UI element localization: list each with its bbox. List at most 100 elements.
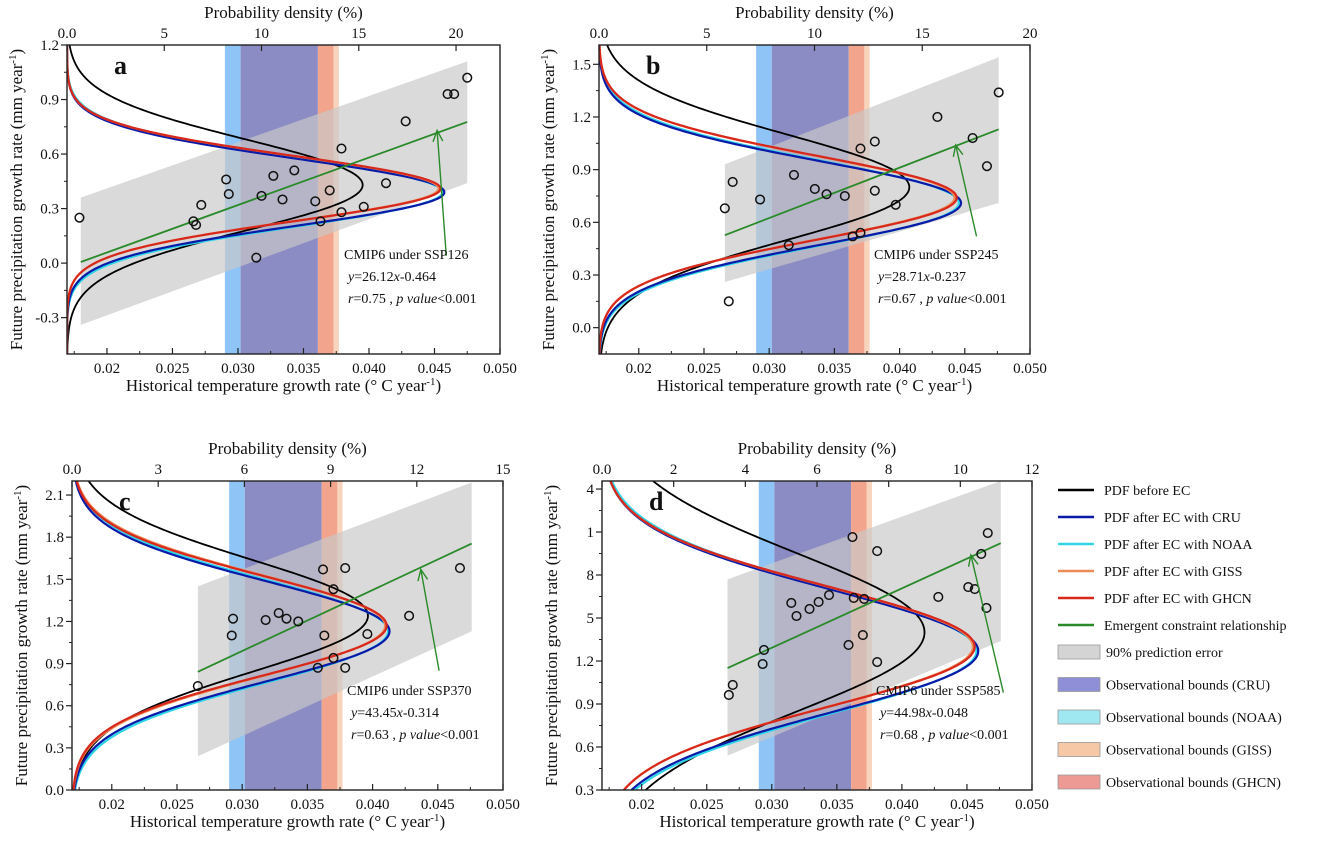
y-tick-label: 0.6 [45,699,64,715]
y-tick-label: 1.8 [45,530,64,546]
arrow-line [420,569,440,671]
model-point [315,216,326,227]
top-axis-title: Probability density (%) [204,3,363,22]
legend-label: PDF after EC with GISS [1104,565,1242,580]
y-tick-label: 1.2 [45,614,64,630]
legend-box-swatch [1057,644,1101,660]
model-point [358,201,369,212]
model-point [804,603,815,615]
model-point [872,546,883,557]
top-tick-label: 9 [327,462,335,478]
top-tick-label: 3 [154,462,162,478]
model-point [228,613,239,624]
panel-a: 0.02 0.025 0.030 0.035 0.040 0.045 0.050 -0.3 0.… [7,3,517,395]
plot-area [609,481,1005,790]
legend-label: Observational bounds (NOAA) [1106,711,1282,726]
x-tick-label: 0.040 [883,361,917,377]
model-point [788,169,800,180]
y-tick-label: 0.3 [40,202,59,218]
regression-line [727,542,1002,669]
legend-label: Observational bounds (CRU) [1106,679,1270,694]
x-tick-label: 0.02 [99,797,125,813]
model-point [324,185,335,196]
model-point [723,689,734,701]
model-point [380,178,392,189]
scenario-label: CMIP6 under SSP585 [876,684,1000,699]
legend-box-swatch [1057,709,1101,725]
legend-label: Observational bounds (GISS) [1106,744,1272,759]
y-tick-label: 0.0 [40,256,59,272]
arrow-head-icon [417,567,429,582]
top-tick-label: 0.0 [58,26,77,42]
y-axis-title: Future precipitation growth rate (mm yea… [7,49,26,350]
equation-label: y=43.45x-0.314 [349,706,439,721]
top-tick-label: 5 [703,26,711,42]
top-tick-label: 15 [351,26,366,42]
equation-label: y=28.71x-0.237 [876,270,966,285]
panel-letter: d [649,487,664,516]
top-tick-label: 12 [1025,462,1040,478]
model-point [993,87,1004,98]
x-tick-label: 0.040 [885,797,919,813]
top-tick-label: 20 [1023,26,1038,42]
model-point [449,89,460,100]
x-tick-label: 0.02 [626,361,652,377]
x-tick-label: 0.035 [291,797,325,813]
y-tick-label: 4 [587,482,595,498]
y-tick-label: 0.9 [575,697,594,713]
y-tick-label: 5 [587,611,595,627]
pdf-curve-ghcn [67,45,442,354]
x-tick-label: 0.050 [486,797,520,813]
pdf-curve-before [645,481,926,790]
model-point [442,89,453,100]
y-tick-label: 0.6 [40,147,59,163]
model-point [869,136,880,147]
x-tick-label: 0.040 [352,361,386,377]
legend-item: Observational bounds (GISS) [1057,742,1272,759]
top-tick-label: 15 [915,26,930,42]
x-tick-label: 0.050 [1015,797,1049,813]
plot-area [599,45,1004,354]
y-tick-label: 1 [587,525,595,541]
model-point [268,170,279,181]
plot-frame [66,44,501,355]
scenario-label: CMIP6 under SSP370 [347,684,471,699]
model-point [847,531,858,543]
model-point [843,639,854,651]
model-point [404,610,415,621]
model-point [791,610,802,622]
model-point [251,252,262,263]
legend: PDF before EC PDF after EC with CRU PDF af… [1057,484,1286,791]
model-point [281,613,292,624]
model-point [872,656,883,668]
model-point [809,183,820,195]
x-tick-label: 0.025 [156,361,190,377]
y-tick-label: 2.1 [45,488,64,504]
x-tick-label: 0.030 [221,361,255,377]
x-axis-title: Historical temperature growth rate (° C … [657,376,972,395]
model-point [839,190,850,202]
model-point [462,72,473,83]
plot-area [67,45,473,354]
equation-label: y=26.12x-0.464 [346,270,436,285]
model-point [317,564,329,575]
top-tick-label: 8 [885,462,893,478]
top-tick-label: 12 [409,462,424,478]
pdf-curve-ghcn [609,481,976,790]
model-point [273,607,284,619]
top-tick-label: 10 [807,26,822,42]
scenario-label: CMIP6 under SSP245 [874,248,998,263]
model-point [981,161,993,172]
model-point [190,219,202,230]
model-point [226,630,237,641]
model-point [727,176,738,187]
panel-letter: b [646,51,660,80]
model-point [727,679,738,690]
y-tick-label: 0.9 [45,657,64,673]
model-point [757,658,768,670]
legend-box-swatch [1057,677,1101,692]
model-point [310,196,321,207]
regression-line [724,128,1000,237]
model-point [758,644,770,656]
x-tick-label: 0.030 [752,361,786,377]
